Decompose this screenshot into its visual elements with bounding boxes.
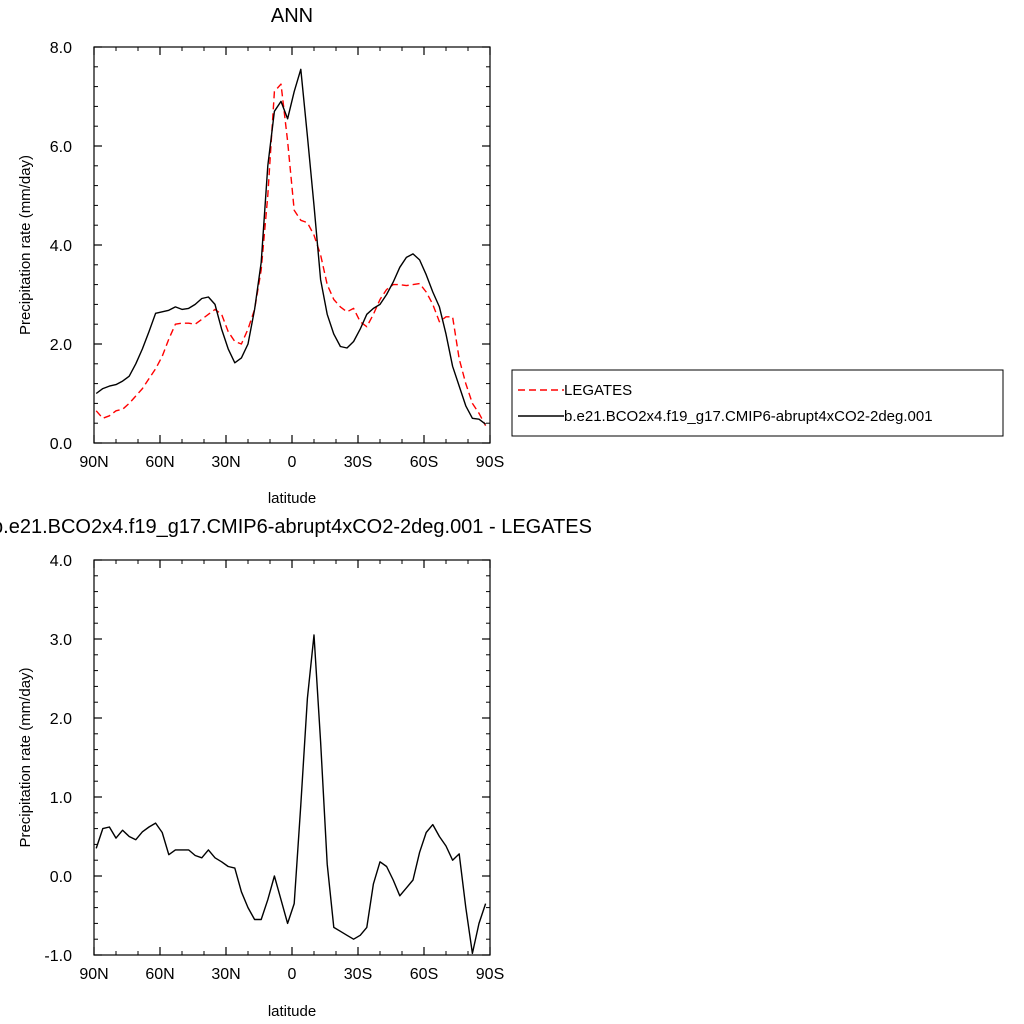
y-tick-label: 2.0 [50,711,72,728]
legend: LEGATES b.e21.BCO2x4.f19_g17.CMIP6-abrupt… [511,369,1004,437]
x-tick-label: 60N [145,454,174,471]
top-panel-zonal-mean-chart: ANN 90N 60N 30N 0 30S 60S 90S 0.0 2.0 4.0 6.0 8.0 lat… [17,5,504,507]
y-tick-label: 4.0 [50,553,72,570]
x-tick-label: 30N [211,454,240,471]
legend-label: b.e21.BCO2x4.f19_g17.CMIP6-abrupt4xCO2-2… [564,408,933,425]
series-line-model [95,634,487,955]
y-axis-label: Precipitation rate (mm/day) [17,155,34,335]
y-tick-label: 3.0 [50,632,72,649]
x-tick-label: 60N [145,966,174,983]
y-tick-label: 8.0 [50,40,72,57]
x-tick-label: 30S [344,454,372,471]
y-tick-label: 1.0 [50,790,72,807]
x-tick-label: 0 [288,454,297,471]
x-axis-label: latitude [268,1003,316,1020]
bottom-panel-difference-chart: b.e21.BCO2x4.f19_g17.CMIP6-abrupt4xCO2-2… [0,516,592,1020]
y-tick-label: 4.0 [50,238,72,255]
y-tick-label: 2.0 [50,337,72,354]
y-tick-label: -1.0 [44,948,72,965]
x-tick-label: 60S [410,454,438,471]
x-tick-label: 60S [410,966,438,983]
series-line-legates [95,83,487,427]
x-tick-label: 90S [476,454,504,471]
y-tick-label: 0.0 [50,869,72,886]
x-tick-label: 90S [476,966,504,983]
y-tick-label: 0.0 [50,436,72,453]
series-line-model [95,68,487,425]
chart-title: ANN [271,5,313,27]
chart-title: b.e21.BCO2x4.f19_g17.CMIP6-abrupt4xCO2-2… [0,516,592,538]
x-tick-label: 30S [344,966,372,983]
plot-frame [93,46,491,444]
x-tick-label: 90N [79,966,108,983]
x-axis-label: latitude [268,490,316,507]
legend-box [511,369,1004,437]
y-tick-label: 6.0 [50,139,72,156]
x-tick-label: 30N [211,966,240,983]
plot-frame [93,559,491,956]
y-axis-label: Precipitation rate (mm/day) [17,667,34,847]
x-tick-label: 90N [79,454,108,471]
legend-label: LEGATES [564,382,632,399]
x-tick-label: 0 [288,966,297,983]
